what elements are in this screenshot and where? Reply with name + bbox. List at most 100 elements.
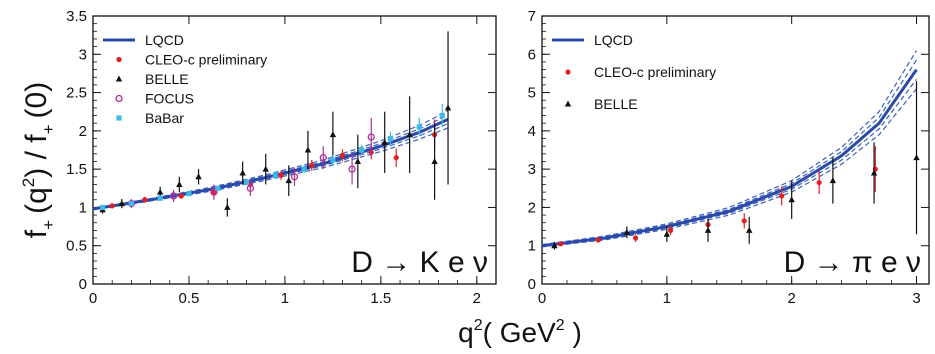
y-tick-label: 2 bbox=[528, 199, 536, 216]
plot-frame bbox=[92, 15, 497, 285]
legend-item: CLEO-c preliminary bbox=[565, 64, 716, 80]
data-point bbox=[623, 228, 631, 235]
data-point bbox=[387, 135, 394, 142]
data-point bbox=[319, 154, 327, 162]
y-tick-label: 1 bbox=[528, 238, 536, 255]
data-point bbox=[633, 235, 639, 241]
data-point bbox=[285, 177, 292, 184]
data-point bbox=[829, 177, 837, 184]
series-cleo-c-preliminary bbox=[558, 146, 878, 247]
legend-marker bbox=[115, 94, 123, 103]
data-point bbox=[339, 152, 346, 158]
y-tick-label: 1 bbox=[79, 199, 87, 216]
y-tick-label: 2 bbox=[79, 123, 87, 140]
data-point bbox=[262, 165, 269, 172]
data-point bbox=[416, 124, 422, 130]
data-point bbox=[178, 193, 184, 199]
data-point bbox=[243, 179, 250, 185]
x-axis-label-sup: 2 bbox=[474, 317, 483, 334]
y-tick-label: 3.5 bbox=[66, 8, 87, 25]
x-tick-label: 1 bbox=[663, 290, 671, 307]
y-axis-label-part: (0) bbox=[20, 82, 53, 119]
series-belle bbox=[99, 31, 452, 217]
y-tick-label: 6 bbox=[528, 46, 536, 63]
y-tick-label: 2.5 bbox=[66, 85, 87, 102]
lqcd-error-band bbox=[541, 50, 918, 246]
data-point bbox=[667, 227, 674, 233]
legend-item: BELLE bbox=[115, 71, 189, 87]
x-tick-label: 1.5 bbox=[370, 290, 391, 307]
y-axis-label-sub: + bbox=[39, 220, 58, 230]
lqcd-error-band bbox=[541, 59, 918, 246]
legend-marker bbox=[565, 69, 571, 75]
legend-label: LQCD bbox=[594, 32, 633, 48]
data-point bbox=[272, 172, 278, 178]
lqcd-curve bbox=[541, 68, 918, 248]
y-tick-label: 5 bbox=[528, 85, 536, 102]
x-tick-label: 0 bbox=[89, 290, 97, 307]
x-axis-label-part: ) bbox=[565, 317, 582, 348]
data-point bbox=[913, 154, 920, 161]
x-axis-label-part: ( GeV bbox=[483, 317, 556, 348]
data-point bbox=[551, 242, 558, 249]
legend-item: CLEO-c preliminary bbox=[116, 52, 267, 68]
y-axis-label-part: (q bbox=[20, 187, 53, 214]
x-axis-label: q2( GeV2 ) bbox=[458, 317, 582, 348]
data-point bbox=[788, 196, 795, 203]
legend-item: FOCUS bbox=[115, 91, 194, 107]
y-tick-label: 4 bbox=[528, 123, 536, 140]
legend-item: LQCD bbox=[552, 32, 633, 48]
legend-label: BELLE bbox=[145, 71, 189, 87]
y-tick-label: 1.5 bbox=[66, 161, 87, 178]
data-point bbox=[176, 180, 183, 187]
y-axis-label: f+(q2) / f+(0) bbox=[19, 82, 58, 238]
x-tick-label: 0.5 bbox=[179, 290, 200, 307]
data-point bbox=[224, 203, 231, 210]
data-point bbox=[367, 133, 375, 141]
y-axis-label-sub: + bbox=[39, 124, 58, 134]
data-point bbox=[127, 199, 136, 208]
data-point bbox=[278, 172, 284, 178]
data-point bbox=[439, 112, 445, 119]
plot-frame bbox=[541, 15, 930, 285]
series-babar bbox=[99, 104, 445, 211]
data-point bbox=[663, 230, 671, 237]
data-point bbox=[870, 169, 878, 176]
x-tick-label: 1 bbox=[281, 290, 289, 307]
legend-marker bbox=[564, 100, 572, 107]
lqcd-error-band bbox=[541, 78, 917, 247]
legend-item: LQCD bbox=[103, 32, 184, 48]
data-point bbox=[142, 197, 148, 203]
lqcd-error-band bbox=[541, 88, 917, 248]
x-axis-label-part: q bbox=[458, 317, 474, 348]
data-point bbox=[779, 193, 785, 199]
legend-label: FOCUS bbox=[145, 91, 194, 107]
legend-marker bbox=[116, 56, 122, 63]
data-point bbox=[704, 226, 712, 233]
y-tick-label: 0 bbox=[528, 276, 536, 293]
data-point bbox=[393, 155, 399, 161]
y-tick-label: 0 bbox=[79, 276, 87, 293]
data-point bbox=[169, 192, 178, 200]
lqcd-curve bbox=[92, 118, 449, 211]
data-point bbox=[431, 157, 438, 164]
x-tick-label: 3 bbox=[912, 290, 920, 307]
data-point bbox=[118, 200, 125, 207]
data-point bbox=[406, 131, 413, 138]
data-point bbox=[186, 191, 192, 197]
chart-panel-right: 0 1 2 3 0 1 2 3 4 5 6 7 LQCD CLEO-c preliminary BELLE D… bbox=[528, 8, 930, 307]
series-focus bbox=[127, 117, 375, 209]
lqcd-error-band bbox=[92, 123, 449, 210]
data-point bbox=[746, 226, 753, 233]
data-point bbox=[210, 188, 218, 196]
lqcd-error-band bbox=[92, 114, 449, 210]
x-tick-label: 0 bbox=[538, 290, 546, 307]
data-point bbox=[301, 166, 307, 172]
legend-label: BELLE bbox=[594, 96, 638, 112]
legend-marker bbox=[115, 75, 123, 82]
data-point bbox=[816, 179, 822, 186]
reaction-annotation: D → K e ν bbox=[351, 246, 488, 279]
legend-item: BaBar bbox=[116, 110, 184, 126]
x-axis-label-sup: 2 bbox=[556, 317, 565, 334]
